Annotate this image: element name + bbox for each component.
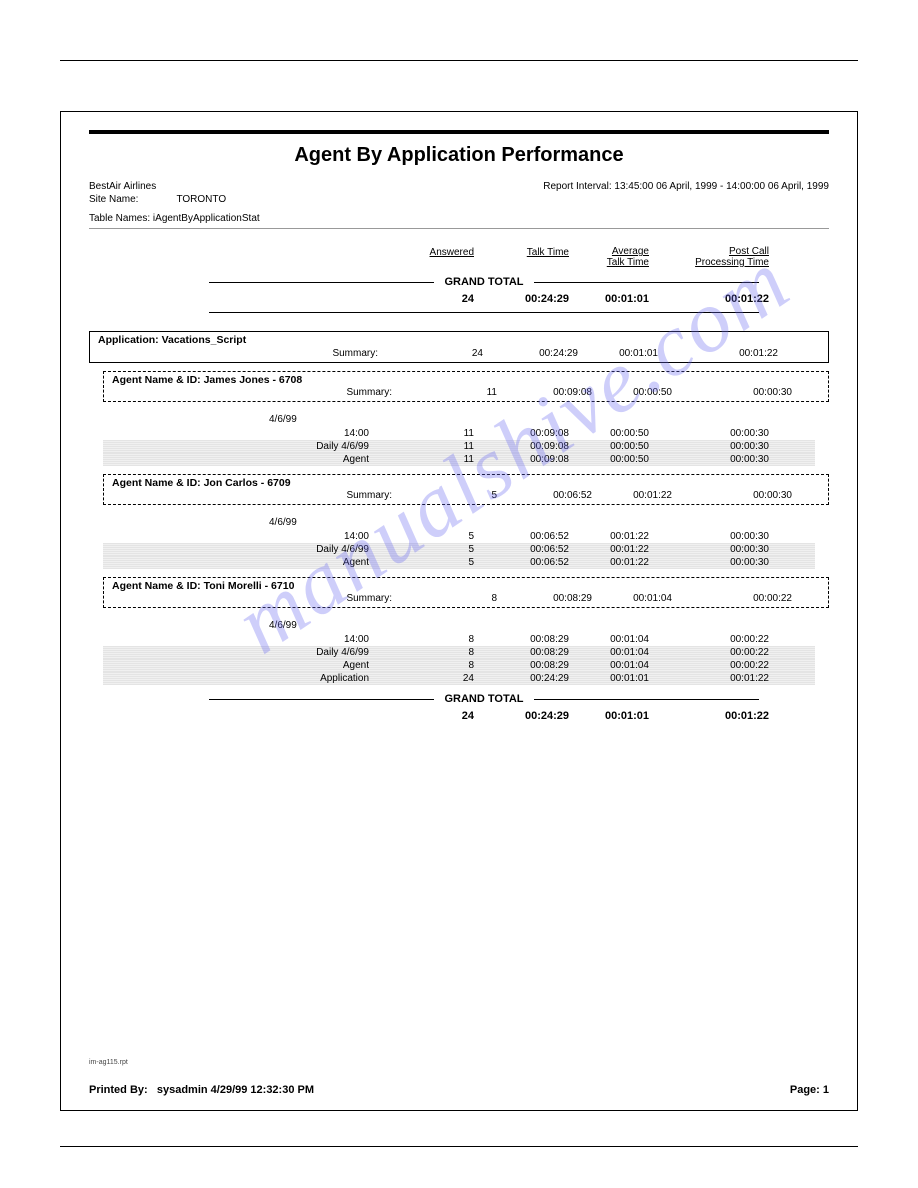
data-row: 14:001100:09:0800:00:5000:00:30 <box>103 427 815 440</box>
agent-summary-label: Summary: <box>112 593 402 604</box>
data-row: 14:00800:08:2900:01:0400:00:22 <box>103 633 815 646</box>
agent-summary-row: Summary:500:06:5200:01:2200:00:30 <box>112 489 820 502</box>
grand-total-row-top: 24 00:24:29 00:01:01 00:01:22 <box>89 292 829 306</box>
report-page: manualshive.com Agent By Application Per… <box>60 111 858 1111</box>
report-title: Agent By Application Performance <box>89 144 829 167</box>
grand-total-row-bottom: 24 00:24:29 00:01:01 00:01:22 <box>89 709 829 723</box>
header-row-1: BestAir Airlines Report Interval: 13:45:… <box>89 181 829 192</box>
grand-total-label-bottom: GRAND TOTAL <box>434 693 533 705</box>
row-label: Daily 4/6/99 <box>103 441 379 452</box>
agent-box: Agent Name & ID: Toni Morelli - 6710Summ… <box>103 577 829 608</box>
header-underline <box>89 228 829 229</box>
printed-by-value: sysadmin 4/29/99 12:32:30 PM <box>157 1084 314 1096</box>
company-name: BestAir Airlines <box>89 181 156 192</box>
date-label: 4/6/99 <box>269 414 829 425</box>
site-label: Site Name: <box>89 194 138 205</box>
printed-by-label: Printed By: <box>89 1084 148 1096</box>
table-names-label: Table Names: <box>89 213 150 224</box>
application-summary-label: Summary: <box>98 348 388 359</box>
grand-total-divider-top: GRAND TOTAL <box>89 276 829 288</box>
agent-summary-row: Summary:800:08:2900:01:0400:00:22 <box>112 592 820 605</box>
agent-label: Agent Name & ID: Jon Carlos - 6709 <box>112 477 820 489</box>
row-label: 14:00 <box>103 428 379 439</box>
col-answered: Answered <box>379 247 474 268</box>
grand-total-label: GRAND TOTAL <box>434 276 533 288</box>
data-row: Daily 4/6/991100:09:0800:00:5000:00:30 <box>103 440 815 453</box>
application-box: Application: Vacations_Script Summary: 2… <box>89 331 829 363</box>
agent-box: Agent Name & ID: James Jones - 6708Summa… <box>103 371 829 402</box>
header-row-2: Site Name: TORONTO <box>89 194 829 205</box>
agent-summary-label: Summary: <box>112 490 402 501</box>
row-label: Agent <box>103 557 379 568</box>
application-summary-row: Summary: 24 00:24:29 00:01:01 00:01:22 <box>98 346 820 360</box>
agent-summary-label: Summary: <box>112 387 402 398</box>
data-row: Agent500:06:5200:01:2200:00:30 <box>103 556 815 569</box>
row-label: 14:00 <box>103 634 379 645</box>
gt-avg: 00:01:01 <box>569 293 649 305</box>
date-label: 4/6/99 <box>269 620 829 631</box>
col-avg-talk-time: Average Talk Time <box>569 247 649 268</box>
data-row: Daily 4/6/99500:06:5200:01:2200:00:30 <box>103 543 815 556</box>
page-number: Page: 1 <box>790 1084 829 1096</box>
row-label: Daily 4/6/99 <box>103 544 379 555</box>
row-label: Daily 4/6/99 <box>103 647 379 658</box>
gt-post: 00:01:22 <box>649 293 769 305</box>
application-label: Application: Vacations_Script <box>98 334 820 346</box>
agent-label: Agent Name & ID: James Jones - 6708 <box>112 374 820 386</box>
date-label: 4/6/99 <box>269 517 829 528</box>
grand-total-underline-top <box>209 312 759 313</box>
report-top-bar <box>89 130 829 134</box>
gt-talk: 00:24:29 <box>474 293 569 305</box>
outer-top-rule <box>60 60 858 61</box>
report-filename: im-ag115.rpt <box>89 1059 128 1066</box>
grand-total-divider-bottom: GRAND TOTAL <box>89 693 829 705</box>
agent-box: Agent Name & ID: Jon Carlos - 6709Summar… <box>103 474 829 505</box>
column-headers: Answered Talk Time Average Talk Time Pos… <box>89 247 829 268</box>
site-value: TORONTO <box>176 194 226 205</box>
row-label: Application <box>103 673 379 684</box>
report-interval: Report Interval: 13:45:00 06 April, 1999… <box>543 181 829 192</box>
row-label: Agent <box>103 454 379 465</box>
agent-summary-row: Summary:1100:09:0800:00:5000:00:30 <box>112 386 820 399</box>
data-row: 14:00500:06:5200:01:2200:00:30 <box>103 530 815 543</box>
page-footer: Printed By: sysadmin 4/29/99 12:32:30 PM… <box>89 1084 829 1096</box>
agent-label: Agent Name & ID: Toni Morelli - 6710 <box>112 580 820 592</box>
outer-bottom-rule <box>60 1146 858 1147</box>
table-names-value: iAgentByApplicationStat <box>153 213 260 224</box>
row-label: Agent <box>103 660 379 671</box>
data-row: Agent1100:09:0800:00:5000:00:30 <box>103 453 815 466</box>
data-row: Application2400:24:2900:01:0100:01:22 <box>103 672 815 685</box>
data-row: Agent800:08:2900:01:0400:00:22 <box>103 659 815 672</box>
col-post-call: Post Call Processing Time <box>649 247 769 268</box>
row-label: 14:00 <box>103 531 379 542</box>
gt-answered: 24 <box>379 293 474 305</box>
col-talk-time: Talk Time <box>474 247 569 268</box>
table-names-row: Table Names: iAgentByApplicationStat <box>89 213 829 224</box>
data-row: Daily 4/6/99800:08:2900:01:0400:00:22 <box>103 646 815 659</box>
